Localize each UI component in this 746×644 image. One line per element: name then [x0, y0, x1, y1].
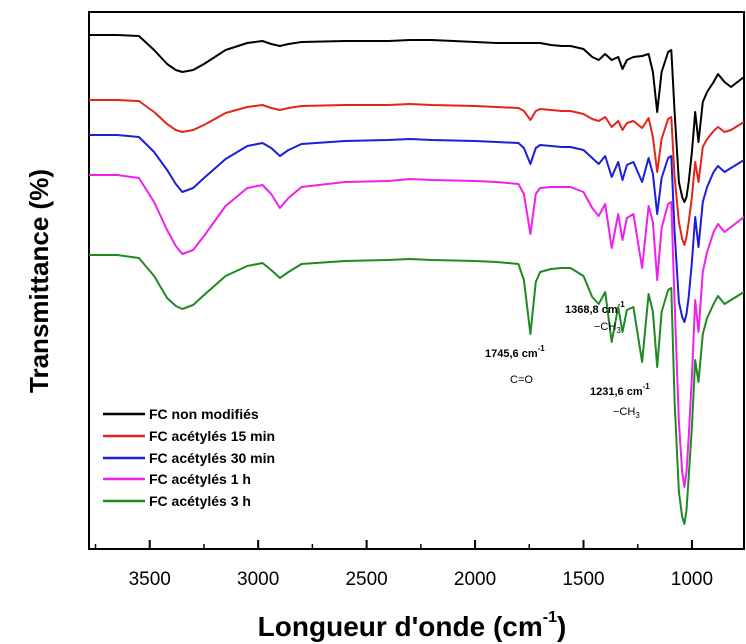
- annotation-ch3-b-sub: 3: [635, 411, 640, 420]
- legend-label-1: FC acétylés 15 min: [149, 428, 275, 444]
- series-line-0: [89, 34, 745, 203]
- series-line-3: [89, 174, 745, 488]
- annotation-ch3-a-sup: -1: [618, 300, 626, 309]
- x-axis-title-sup: -1: [543, 609, 557, 626]
- annotation-ch3-b-group: −CH: [613, 406, 635, 418]
- svg-text:1745,6 cm-1: 1745,6 cm-1: [485, 344, 545, 360]
- series-line-4: [89, 254, 745, 525]
- annotation-c-o-value: 1745,6 cm: [485, 348, 538, 360]
- annotation-c-o-sup: -1: [538, 344, 546, 353]
- legend-label-2: FC acétylés 30 min: [149, 450, 275, 466]
- legend: FC non modifiés FC acétylés 15 min FC ac…: [103, 406, 275, 509]
- x-tick-label-1000: 1000: [671, 569, 713, 590]
- x-ticks: 3500 3000 2500 2000 1500 1000: [94, 540, 713, 590]
- series-group: [89, 34, 745, 525]
- annotation-ch3-b: 1231,6 cm-1 −CH3: [590, 382, 650, 420]
- annotation-c-o-group: C=O: [510, 374, 533, 386]
- legend-label-4: FC acétylés 3 h: [149, 493, 251, 509]
- x-axis-title-close: ): [557, 611, 566, 642]
- series-line-1: [89, 99, 745, 246]
- annotation-c-o: 1745,6 cm-1 C=O: [485, 344, 545, 386]
- annotation-ch3-a-sub: 3: [616, 326, 621, 335]
- y-axis-title: Transmittance (%): [24, 169, 54, 393]
- annotation-ch3-a-group: −CH: [594, 321, 616, 333]
- series-line-2: [89, 134, 745, 323]
- x-tick-label-3500: 3500: [129, 569, 171, 590]
- annotation-ch3-a-value: 1368,8 cm: [565, 304, 618, 316]
- annotation-ch3-a: 1368,8 cm-1 −CH3: [565, 300, 625, 335]
- svg-text:−CH3: −CH3: [613, 406, 640, 420]
- legend-label-0: FC non modifiés: [149, 406, 259, 422]
- svg-text:−CH3: −CH3: [594, 321, 621, 335]
- svg-text:1368,8 cm-1: 1368,8 cm-1: [565, 300, 625, 316]
- x-tick-label-2000: 2000: [454, 569, 496, 590]
- x-axis-title: Longueur d'onde (cm-1): [258, 609, 567, 642]
- x-tick-label-3000: 3000: [237, 569, 279, 590]
- plot-frame: [88, 11, 745, 550]
- x-tick-label-1500: 1500: [562, 569, 604, 590]
- x-axis-title-main: Longueur d'onde (cm: [258, 611, 543, 642]
- svg-text:1231,6 cm-1: 1231,6 cm-1: [590, 382, 650, 398]
- annotation-ch3-b-value: 1231,6 cm: [590, 386, 643, 398]
- annotation-ch3-b-sup: -1: [643, 382, 651, 391]
- legend-label-3: FC acétylés 1 h: [149, 471, 251, 487]
- x-tick-label-2500: 2500: [345, 569, 387, 590]
